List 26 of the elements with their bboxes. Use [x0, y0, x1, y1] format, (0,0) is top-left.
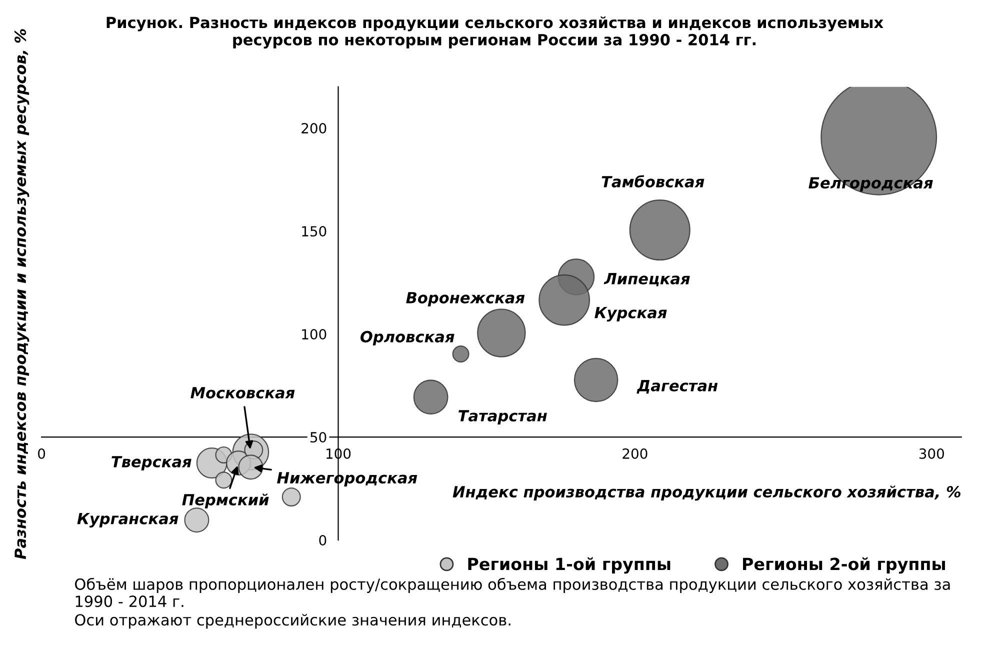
legend-label: Регионы 2-ой группы — [743, 557, 945, 574]
legend-label: Регионы 1-ой группы — [468, 557, 670, 574]
y-tick-label: 0 — [319, 535, 326, 546]
y-tick-label: 150 — [302, 226, 326, 237]
y-axis-title: Разность индексов продукции и используемых ресурсов, % — [14, 29, 30, 560]
y-tick-label: 100 — [302, 329, 326, 340]
annotation: Татарстан — [458, 410, 547, 424]
x-tick-label: 0 — [38, 448, 46, 459]
text: Оси отражают среднероссийские значения индексов. — [75, 614, 510, 629]
y-tick-label: 200 — [302, 123, 326, 134]
annotation: Воронежская — [406, 292, 525, 306]
annotation: Курская — [594, 307, 667, 322]
annotation: Тамбовская — [602, 175, 704, 188]
annotation: Дагестан — [636, 380, 718, 394]
annotation: Курганская — [77, 513, 178, 528]
text: Объём шаров пропорционален росту/сокращению объема производства продукции сельского хозяйства за 1990 - 2014 г. — [75, 578, 950, 608]
chart-title: Рисунок. Разность индексов продукции сельского хозяйства и индексов используемых ресурсов по некоторым регионам России за 1990 - 2014 гг. — [106, 16, 884, 49]
x-tick-label: 200 — [622, 448, 648, 459]
y-tick-label: 50 — [310, 432, 326, 443]
annotation: Липецкая — [604, 273, 690, 286]
annotation: Орловская — [360, 330, 454, 346]
x-axis-title: Индекс производства продукции сельского хозяйства, % — [452, 486, 960, 501]
annotation: Пермский — [182, 494, 269, 508]
x-tick-label: 300 — [919, 448, 944, 459]
annotation: Тверская — [112, 456, 192, 470]
annotation: Московская — [190, 387, 295, 399]
